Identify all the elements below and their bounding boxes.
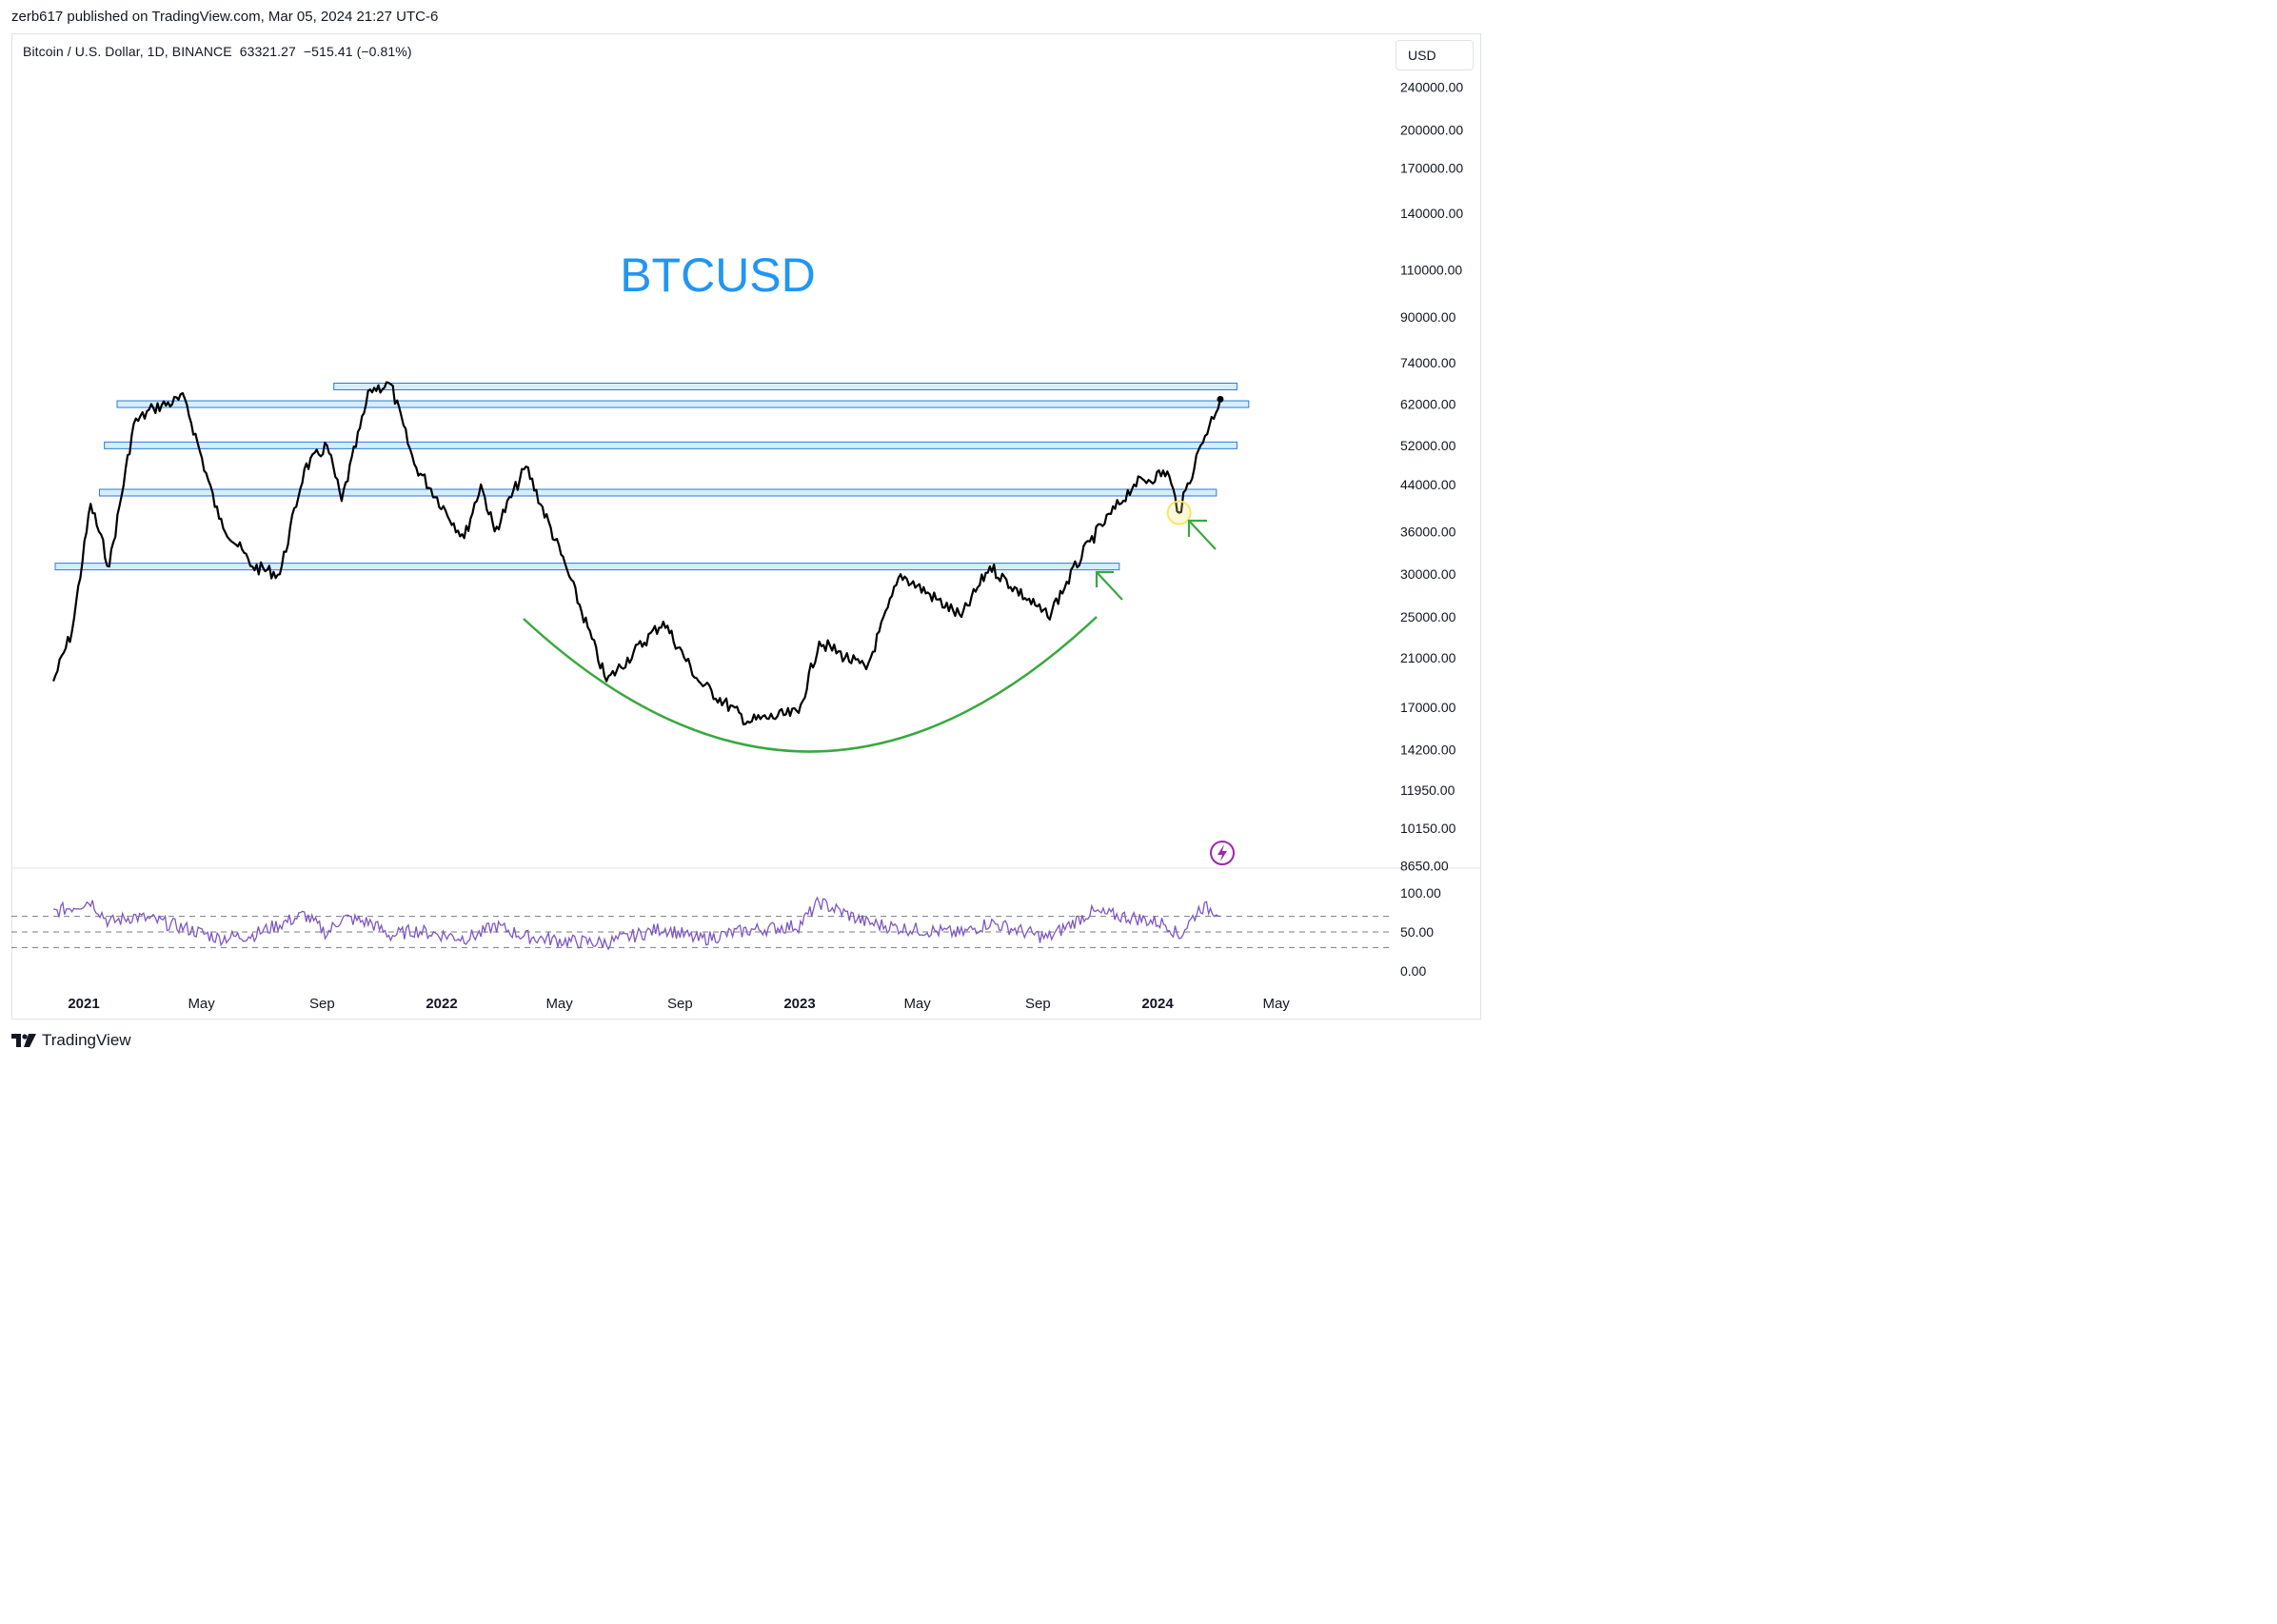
time-tick-label: May bbox=[903, 996, 931, 1012]
time-tick-label: May bbox=[545, 996, 573, 1012]
rsi-axis: 100.00 50.00 0.00 bbox=[1400, 885, 1441, 979]
price-tick-label: 140000.00 bbox=[1400, 206, 1463, 221]
highlight-circle bbox=[1166, 500, 1192, 525]
rsi-tick-label: 100.00 bbox=[1400, 885, 1441, 901]
tradingview-logo[interactable]: TradingView bbox=[11, 1031, 131, 1050]
rounded-bottom-curve bbox=[523, 616, 1098, 753]
currency-button[interactable]: USD bbox=[1396, 40, 1474, 70]
symbol-info: Bitcoin / U.S. Dollar, 1D, BINANCE 63321… bbox=[23, 44, 416, 59]
time-tick-label: Sep bbox=[309, 996, 335, 1012]
price-tick-label: 14200.00 bbox=[1400, 742, 1456, 757]
symbol-name: Bitcoin / U.S. Dollar, 1D, BINANCE bbox=[23, 44, 232, 59]
price-tick-label: 44000.00 bbox=[1400, 477, 1456, 492]
price-tick-label: 8650.00 bbox=[1400, 858, 1449, 873]
tradingview-logo-icon bbox=[11, 1034, 36, 1047]
price-zone bbox=[54, 563, 1120, 571]
rsi-tick-label: 50.00 bbox=[1400, 924, 1434, 940]
tradingview-logo-text: TradingView bbox=[42, 1031, 131, 1049]
time-tick-label: 2022 bbox=[426, 996, 457, 1012]
price-zone bbox=[116, 400, 1250, 408]
price-zone bbox=[333, 383, 1238, 390]
price-series-line bbox=[52, 381, 1221, 725]
chart-frame bbox=[11, 33, 1481, 1020]
price-tick-label: 90000.00 bbox=[1400, 309, 1456, 325]
price-tick-label: 52000.00 bbox=[1400, 438, 1456, 453]
price-tick-label: 74000.00 bbox=[1400, 355, 1456, 370]
rsi-line bbox=[52, 896, 1220, 951]
lightning-alert-icon[interactable] bbox=[1210, 841, 1235, 865]
price-zone bbox=[104, 441, 1238, 449]
price-tick-label: 62000.00 bbox=[1400, 397, 1456, 412]
price-tick-label: 110000.00 bbox=[1400, 262, 1462, 277]
chart-title: BTCUSD bbox=[620, 248, 816, 302]
price-tick-label: 17000.00 bbox=[1400, 700, 1456, 715]
last-price: 63321.27 bbox=[239, 44, 296, 59]
price-tick-label: 200000.00 bbox=[1400, 122, 1463, 137]
price-tick-label: 30000.00 bbox=[1400, 566, 1456, 582]
price-axis: 240000.00 200000.00 170000.00 140000.00 1100… bbox=[1400, 79, 1463, 873]
up-left-arrow-icon bbox=[1095, 570, 1123, 601]
price-tick-label: 36000.00 bbox=[1400, 524, 1456, 539]
price-tick-label: 170000.00 bbox=[1400, 160, 1463, 175]
price-tick-label: 240000.00 bbox=[1400, 79, 1463, 94]
price-zones bbox=[54, 383, 1250, 571]
price-zone bbox=[98, 488, 1218, 497]
time-tick-label: 2023 bbox=[783, 996, 815, 1012]
last-price-dot bbox=[1217, 395, 1224, 403]
rsi-pane bbox=[11, 896, 1392, 951]
up-left-arrow-icon bbox=[1187, 519, 1217, 550]
price-chart[interactable]: BTCUSD 240000.00 200000.00 170000.00 140000… bbox=[0, 0, 1493, 1064]
time-axis: 2021 May Sep 2022 May Sep 2023 May Sep 2024 May bbox=[68, 996, 1290, 1012]
price-tick-label: 10150.00 bbox=[1400, 821, 1456, 836]
price-tick-label: 21000.00 bbox=[1400, 650, 1456, 665]
published-by-line: zerb617 published on TradingView.com, Ma… bbox=[11, 9, 439, 25]
time-tick-label: May bbox=[188, 996, 215, 1012]
time-tick-label: 2021 bbox=[68, 996, 99, 1012]
price-tick-label: 11950.00 bbox=[1400, 782, 1455, 798]
rsi-tick-label: 0.00 bbox=[1400, 963, 1426, 979]
time-tick-label: May bbox=[1262, 996, 1290, 1012]
time-tick-label: 2024 bbox=[1141, 996, 1174, 1012]
price-tick-label: 25000.00 bbox=[1400, 609, 1456, 624]
price-change: −515.41 (−0.81%) bbox=[303, 44, 412, 59]
time-tick-label: Sep bbox=[667, 996, 693, 1012]
time-tick-label: Sep bbox=[1025, 996, 1051, 1012]
